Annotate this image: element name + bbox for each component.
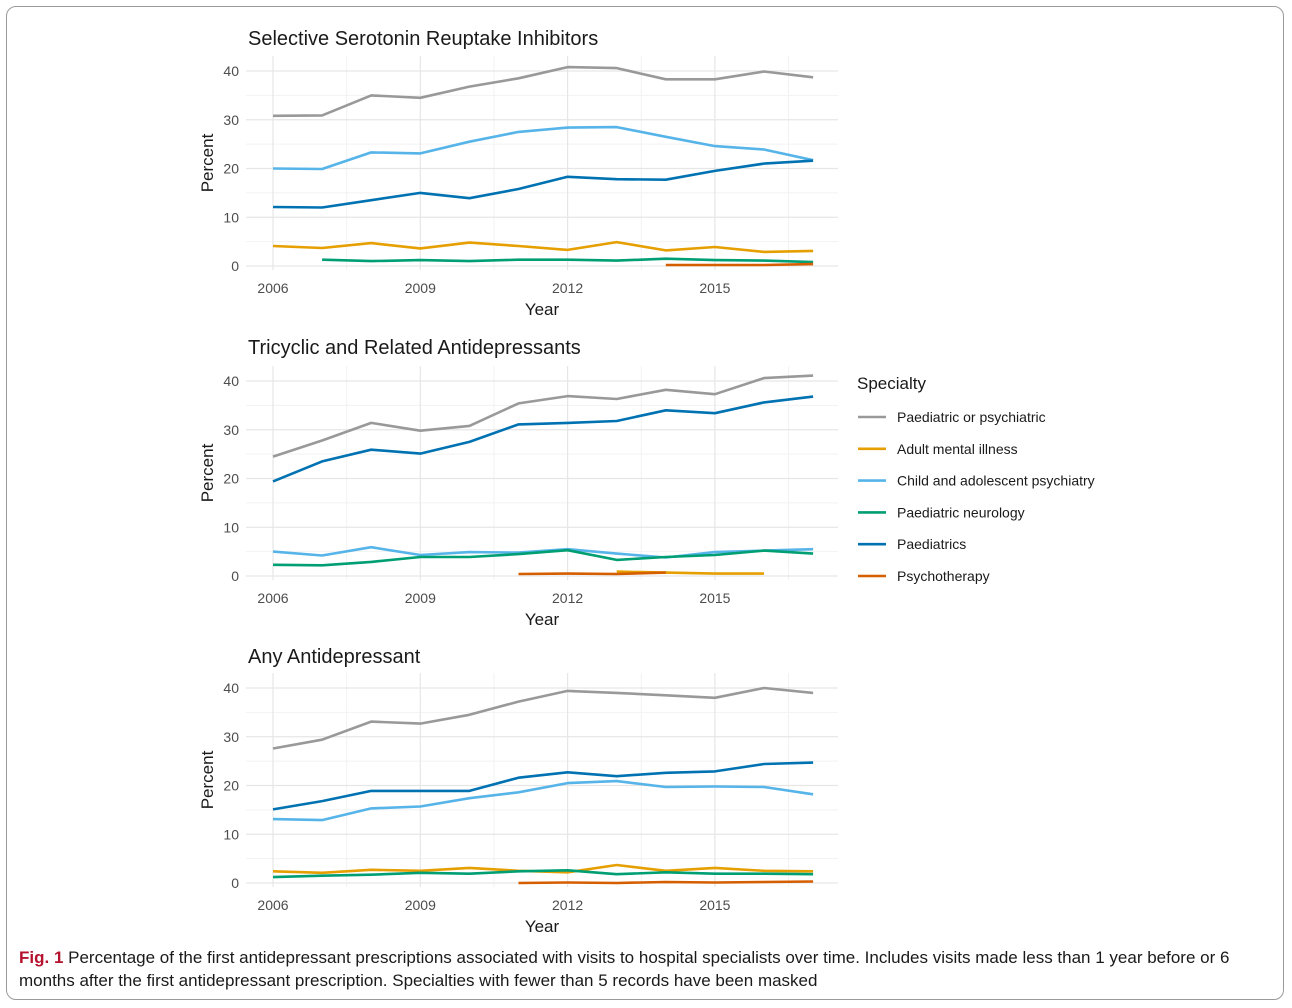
x-tick-label: 2012	[552, 897, 583, 913]
caption-text: Percentage of the first antidepressant p…	[19, 948, 1230, 990]
series-line	[272, 548, 814, 567]
series-line	[272, 374, 814, 458]
legend-label: Paediatrics	[897, 536, 966, 552]
x-tick-label: 2015	[699, 280, 730, 296]
y-axis-label: Percent	[198, 133, 217, 192]
legend-label: Child and adolescent psychiatry	[897, 473, 1095, 489]
series-line	[272, 686, 814, 750]
x-axis-label: Year	[525, 610, 560, 629]
y-tick-label: 40	[223, 373, 239, 389]
y-axis-label: Percent	[198, 750, 217, 809]
y-tick-label: 30	[223, 112, 239, 128]
y-tick-label: 20	[223, 778, 239, 794]
x-tick-label: 2006	[257, 897, 288, 913]
y-tick-label: 30	[223, 729, 239, 745]
series-line	[322, 257, 814, 264]
y-tick-label: 20	[223, 471, 239, 487]
x-tick-label: 2012	[552, 590, 583, 606]
legend-title: Specialty	[857, 374, 926, 393]
series-line	[518, 880, 814, 885]
legend-label: Psychotherapy	[897, 568, 990, 584]
series-line	[272, 65, 814, 118]
series-line	[272, 395, 814, 483]
x-axis-label: Year	[525, 917, 560, 936]
x-axis-label: Year	[525, 300, 560, 319]
y-tick-label: 10	[223, 519, 239, 535]
x-tick-label: 2006	[257, 280, 288, 296]
series-line	[272, 159, 814, 209]
legend-label: Paediatric neurology	[897, 504, 1025, 520]
x-tick-label: 2015	[699, 897, 730, 913]
y-tick-label: 40	[223, 680, 239, 696]
series-line	[272, 761, 814, 811]
y-tick-label: 20	[223, 161, 239, 177]
series-line	[272, 125, 814, 171]
panel-title: Selective Serotonin Reuptake Inhibitors	[248, 28, 598, 50]
y-axis-label: Percent	[198, 443, 217, 502]
legend-label: Adult mental illness	[897, 441, 1018, 457]
y-tick-label: 10	[223, 826, 239, 842]
series-line	[272, 240, 814, 254]
series-line	[518, 571, 666, 576]
x-tick-label: 2009	[405, 590, 436, 606]
series-line	[272, 779, 814, 822]
y-tick-label: 0	[231, 875, 239, 891]
x-tick-label: 2009	[405, 897, 436, 913]
series-line	[665, 262, 814, 267]
x-tick-label: 2012	[552, 280, 583, 296]
panel-title: Any Antidepressant	[248, 646, 421, 668]
y-tick-label: 40	[223, 63, 239, 79]
series-line	[272, 868, 814, 879]
y-tick-label: 0	[231, 258, 239, 274]
x-tick-label: 2006	[257, 590, 288, 606]
x-tick-label: 2015	[699, 590, 730, 606]
figure-caption: Fig. 1 Percentage of the first antidepre…	[19, 946, 1269, 992]
legend-label: Paediatric or psychiatric	[897, 409, 1046, 425]
y-tick-label: 10	[223, 209, 239, 225]
panel-title: Tricyclic and Related Antidepressants	[248, 337, 581, 359]
y-tick-label: 30	[223, 422, 239, 438]
x-tick-label: 2009	[405, 280, 436, 296]
figure-frame	[6, 6, 1284, 1000]
caption-label: Fig. 1	[19, 948, 64, 967]
y-tick-label: 0	[231, 568, 239, 584]
